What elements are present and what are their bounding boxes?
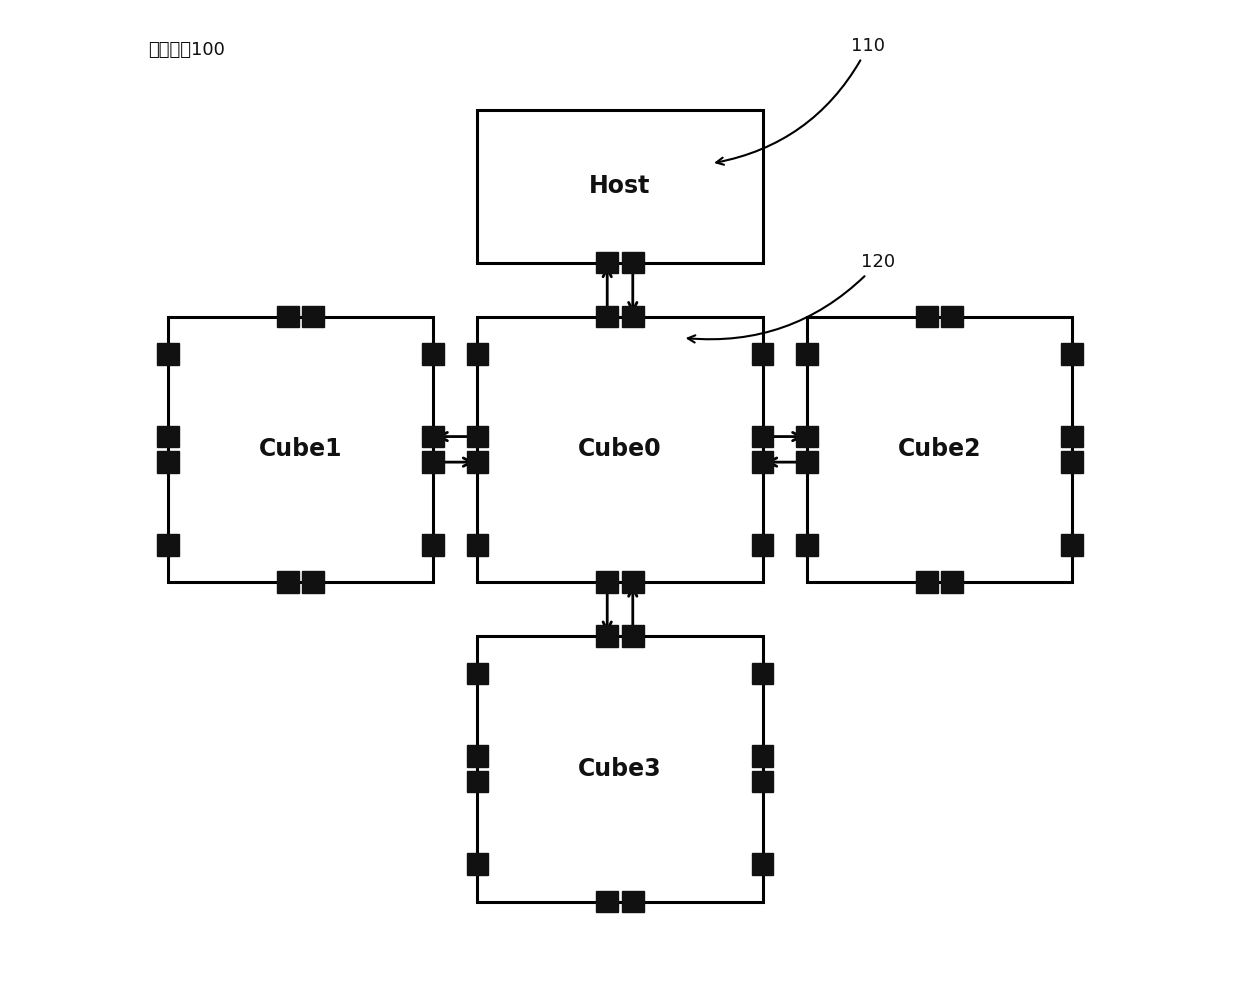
Bar: [1061, 452, 1083, 473]
Text: Cube3: Cube3: [578, 757, 662, 781]
Text: Host: Host: [589, 174, 651, 198]
Bar: [466, 343, 489, 365]
Bar: [1061, 533, 1083, 555]
Text: 加速装置100: 加速装置100: [148, 41, 224, 60]
Text: Cube1: Cube1: [259, 438, 342, 462]
Bar: [466, 746, 489, 767]
Bar: [466, 771, 489, 793]
Bar: [1061, 343, 1083, 365]
Bar: [751, 533, 774, 555]
Bar: [796, 533, 817, 555]
Bar: [466, 533, 489, 555]
Bar: [596, 251, 618, 273]
Bar: [466, 853, 489, 875]
Bar: [466, 426, 489, 448]
Bar: [423, 452, 444, 473]
Bar: [796, 426, 817, 448]
Bar: [596, 306, 618, 327]
Bar: [477, 111, 763, 262]
Bar: [477, 317, 763, 582]
Bar: [157, 533, 179, 555]
Bar: [466, 663, 489, 684]
Bar: [157, 343, 179, 365]
Bar: [303, 306, 324, 327]
Text: 110: 110: [717, 37, 885, 165]
Bar: [1061, 426, 1083, 448]
Bar: [751, 853, 774, 875]
Bar: [277, 306, 299, 327]
Bar: [466, 452, 489, 473]
Bar: [796, 343, 817, 365]
Bar: [622, 625, 644, 647]
Bar: [751, 663, 774, 684]
Bar: [423, 343, 444, 365]
Bar: [751, 746, 774, 767]
Bar: [157, 452, 179, 473]
Bar: [751, 452, 774, 473]
Bar: [596, 571, 618, 593]
Bar: [157, 426, 179, 448]
Bar: [596, 625, 618, 647]
Text: Cube2: Cube2: [898, 438, 981, 462]
Bar: [751, 343, 774, 365]
Bar: [167, 317, 433, 582]
Bar: [751, 426, 774, 448]
Bar: [622, 251, 644, 273]
Bar: [941, 571, 963, 593]
Bar: [423, 533, 444, 555]
Bar: [303, 571, 324, 593]
Bar: [622, 571, 644, 593]
Bar: [807, 317, 1073, 582]
Bar: [916, 571, 937, 593]
Bar: [477, 636, 763, 901]
Bar: [277, 571, 299, 593]
Bar: [941, 306, 963, 327]
Bar: [916, 306, 937, 327]
Bar: [423, 426, 444, 448]
Text: Cube0: Cube0: [578, 438, 662, 462]
Bar: [796, 452, 817, 473]
Text: 120: 120: [688, 253, 895, 343]
Bar: [622, 306, 644, 327]
Bar: [622, 890, 644, 912]
Bar: [596, 890, 618, 912]
Bar: [751, 771, 774, 793]
